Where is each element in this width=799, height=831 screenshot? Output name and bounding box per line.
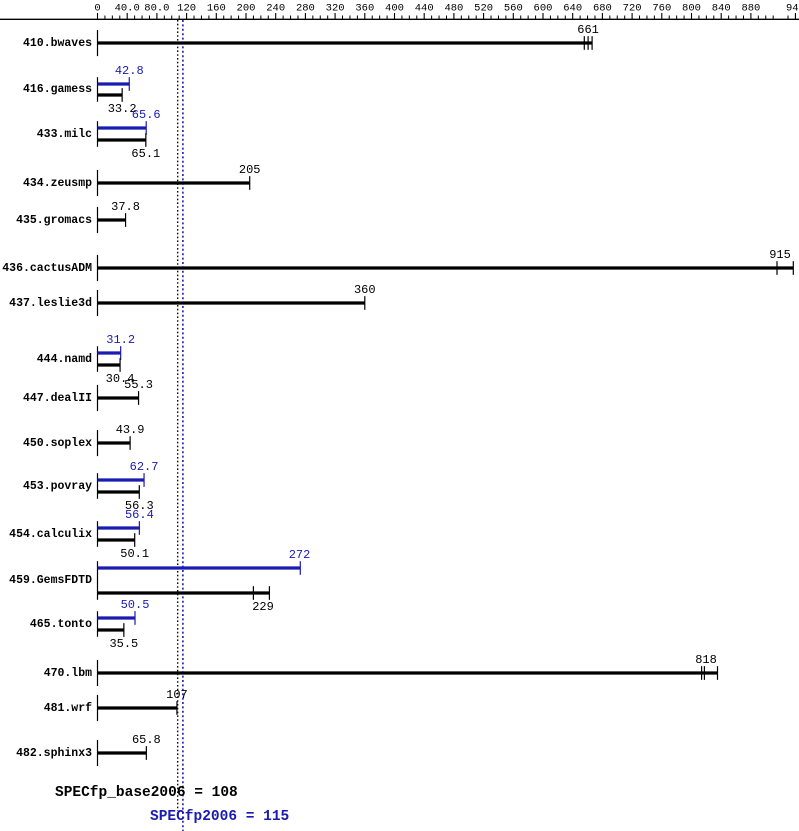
svg-text:400: 400 (385, 2, 404, 14)
svg-text:43.9: 43.9 (116, 423, 145, 437)
svg-text:31.2: 31.2 (106, 333, 135, 347)
svg-text:65.8: 65.8 (132, 733, 161, 747)
svg-text:818: 818 (695, 653, 717, 667)
svg-text:272: 272 (289, 548, 311, 562)
svg-text:360: 360 (354, 283, 376, 297)
svg-text:480: 480 (444, 2, 463, 14)
svg-text:360: 360 (355, 2, 374, 14)
svg-text:800: 800 (682, 2, 701, 14)
svg-text:640: 640 (563, 2, 582, 14)
svg-text:440: 440 (415, 2, 434, 14)
svg-text:80.0: 80.0 (144, 2, 169, 14)
svg-text:160: 160 (207, 2, 226, 14)
svg-text:30.4: 30.4 (106, 372, 135, 386)
svg-text:280: 280 (296, 2, 315, 14)
svg-text:940: 940 (786, 2, 799, 14)
svg-text:229: 229 (252, 600, 274, 614)
svg-text:65.6: 65.6 (132, 108, 161, 122)
svg-text:600: 600 (534, 2, 553, 14)
svg-text:50.1: 50.1 (120, 547, 149, 561)
svg-text:56.4: 56.4 (125, 508, 154, 522)
svg-text:40.0: 40.0 (115, 2, 140, 14)
svg-text:520: 520 (474, 2, 493, 14)
svg-text:720: 720 (623, 2, 642, 14)
svg-text:320: 320 (326, 2, 345, 14)
svg-text:760: 760 (652, 2, 671, 14)
svg-text:205: 205 (239, 163, 261, 177)
svg-text:62.7: 62.7 (130, 460, 159, 474)
svg-text:42.8: 42.8 (115, 64, 144, 78)
svg-text:37.8: 37.8 (111, 200, 140, 214)
svg-text:560: 560 (504, 2, 523, 14)
svg-text:880: 880 (741, 2, 760, 14)
svg-text:107: 107 (166, 688, 188, 702)
svg-text:200: 200 (237, 2, 256, 14)
svg-text:120: 120 (177, 2, 196, 14)
svg-text:915: 915 (769, 248, 791, 262)
svg-text:50.5: 50.5 (121, 598, 150, 612)
svg-text:65.1: 65.1 (131, 147, 160, 161)
svg-text:35.5: 35.5 (109, 637, 138, 651)
svg-text:840: 840 (712, 2, 731, 14)
svg-text:0: 0 (94, 2, 100, 14)
svg-text:240: 240 (266, 2, 285, 14)
svg-text:680: 680 (593, 2, 612, 14)
svg-text:661: 661 (577, 23, 599, 37)
